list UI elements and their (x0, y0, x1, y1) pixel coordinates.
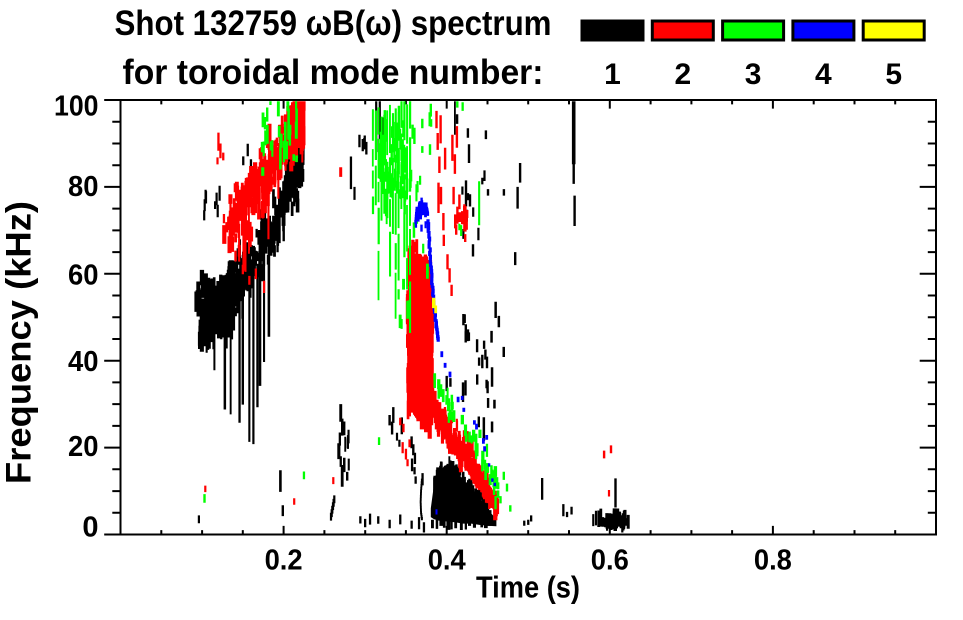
svg-text:0.4: 0.4 (428, 545, 466, 577)
svg-text:100: 100 (54, 91, 99, 123)
svg-text:0.6: 0.6 (591, 545, 629, 577)
svg-text:4: 4 (815, 58, 832, 91)
svg-text:for toroidal mode number:: for toroidal mode number: (123, 53, 544, 92)
svg-text:5: 5 (885, 58, 902, 91)
svg-text:Frequency (kHz): Frequency (kHz) (0, 201, 39, 484)
svg-text:1: 1 (604, 58, 621, 91)
svg-text:0: 0 (82, 512, 98, 544)
svg-text:80: 80 (68, 171, 99, 203)
svg-text:3: 3 (745, 58, 762, 91)
svg-text:0.8: 0.8 (754, 545, 792, 577)
svg-text:2: 2 (674, 58, 691, 91)
svg-text:60: 60 (68, 259, 99, 291)
svg-text:Time (s): Time (s) (476, 570, 580, 605)
svg-text:Shot 132759 ωB(ω) spectrum: Shot 132759 ωB(ω) spectrum (115, 4, 552, 43)
svg-text:0.2: 0.2 (265, 545, 303, 577)
svg-text:40: 40 (68, 346, 99, 378)
svg-text:20: 20 (68, 431, 99, 463)
